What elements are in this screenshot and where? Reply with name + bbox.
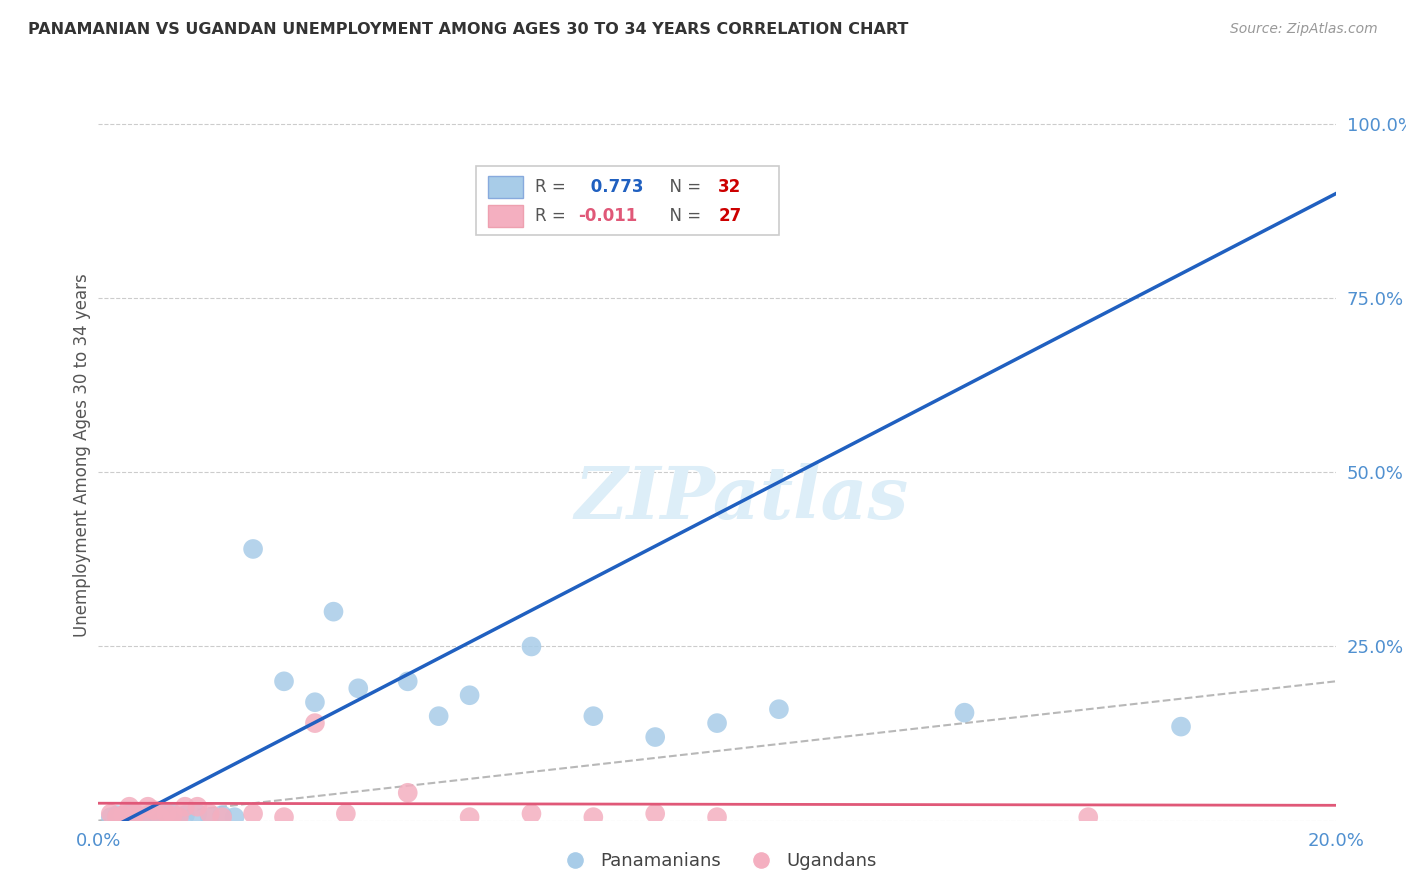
Point xyxy=(273,810,295,824)
Point xyxy=(100,806,122,821)
Point xyxy=(131,810,153,824)
Point xyxy=(149,810,172,824)
Point xyxy=(143,810,166,824)
Point xyxy=(768,702,790,716)
Point xyxy=(322,605,344,619)
Point xyxy=(131,810,153,824)
Point xyxy=(242,541,264,556)
FancyBboxPatch shape xyxy=(488,205,523,227)
Point xyxy=(520,640,543,654)
Point xyxy=(155,808,177,822)
Point xyxy=(167,810,190,824)
Point xyxy=(427,709,450,723)
Point xyxy=(520,806,543,821)
Text: R =: R = xyxy=(536,178,571,196)
Point xyxy=(112,808,135,822)
Point xyxy=(100,810,122,824)
Point xyxy=(105,810,128,824)
Point xyxy=(458,688,481,702)
Text: ZIPatlas: ZIPatlas xyxy=(575,463,908,534)
Text: R =: R = xyxy=(536,207,571,226)
Text: 27: 27 xyxy=(718,207,741,226)
Point xyxy=(644,806,666,821)
Point xyxy=(136,808,159,822)
Point xyxy=(304,695,326,709)
Point xyxy=(136,799,159,814)
Text: 32: 32 xyxy=(718,178,741,196)
Text: Source: ZipAtlas.com: Source: ZipAtlas.com xyxy=(1230,22,1378,37)
Point xyxy=(273,674,295,689)
Point xyxy=(118,806,141,821)
Point xyxy=(242,806,264,821)
Point xyxy=(162,806,184,821)
Point xyxy=(644,730,666,744)
Point xyxy=(124,806,146,821)
Point xyxy=(347,681,370,696)
Point xyxy=(211,810,233,824)
Point xyxy=(1170,720,1192,734)
Point xyxy=(396,786,419,800)
Point xyxy=(953,706,976,720)
Point xyxy=(582,810,605,824)
Point xyxy=(198,806,221,821)
Point xyxy=(335,806,357,821)
Point xyxy=(706,716,728,731)
Text: N =: N = xyxy=(659,207,706,226)
Point xyxy=(118,799,141,814)
Point xyxy=(582,709,605,723)
Point xyxy=(706,810,728,824)
Point xyxy=(162,808,184,822)
Point xyxy=(143,803,166,817)
Y-axis label: Unemployment Among Ages 30 to 34 years: Unemployment Among Ages 30 to 34 years xyxy=(73,273,91,637)
FancyBboxPatch shape xyxy=(475,166,779,235)
Point xyxy=(304,716,326,731)
Point xyxy=(186,806,208,821)
Point xyxy=(458,810,481,824)
Point xyxy=(149,806,172,821)
Point xyxy=(174,808,197,822)
Text: -0.011: -0.011 xyxy=(578,207,638,226)
Text: 0.773: 0.773 xyxy=(585,178,643,196)
Point xyxy=(1077,810,1099,824)
Legend: Panamanians, Ugandans: Panamanians, Ugandans xyxy=(550,845,884,878)
Point xyxy=(211,808,233,822)
Point xyxy=(124,808,146,822)
Point xyxy=(396,674,419,689)
Point xyxy=(112,810,135,824)
Text: N =: N = xyxy=(659,178,706,196)
Point xyxy=(167,810,190,824)
FancyBboxPatch shape xyxy=(488,176,523,198)
Point xyxy=(186,799,208,814)
Point xyxy=(155,806,177,821)
Point xyxy=(198,810,221,824)
Point xyxy=(224,810,246,824)
Point xyxy=(174,799,197,814)
Point xyxy=(105,808,128,822)
Text: PANAMANIAN VS UGANDAN UNEMPLOYMENT AMONG AGES 30 TO 34 YEARS CORRELATION CHART: PANAMANIAN VS UGANDAN UNEMPLOYMENT AMONG… xyxy=(28,22,908,37)
